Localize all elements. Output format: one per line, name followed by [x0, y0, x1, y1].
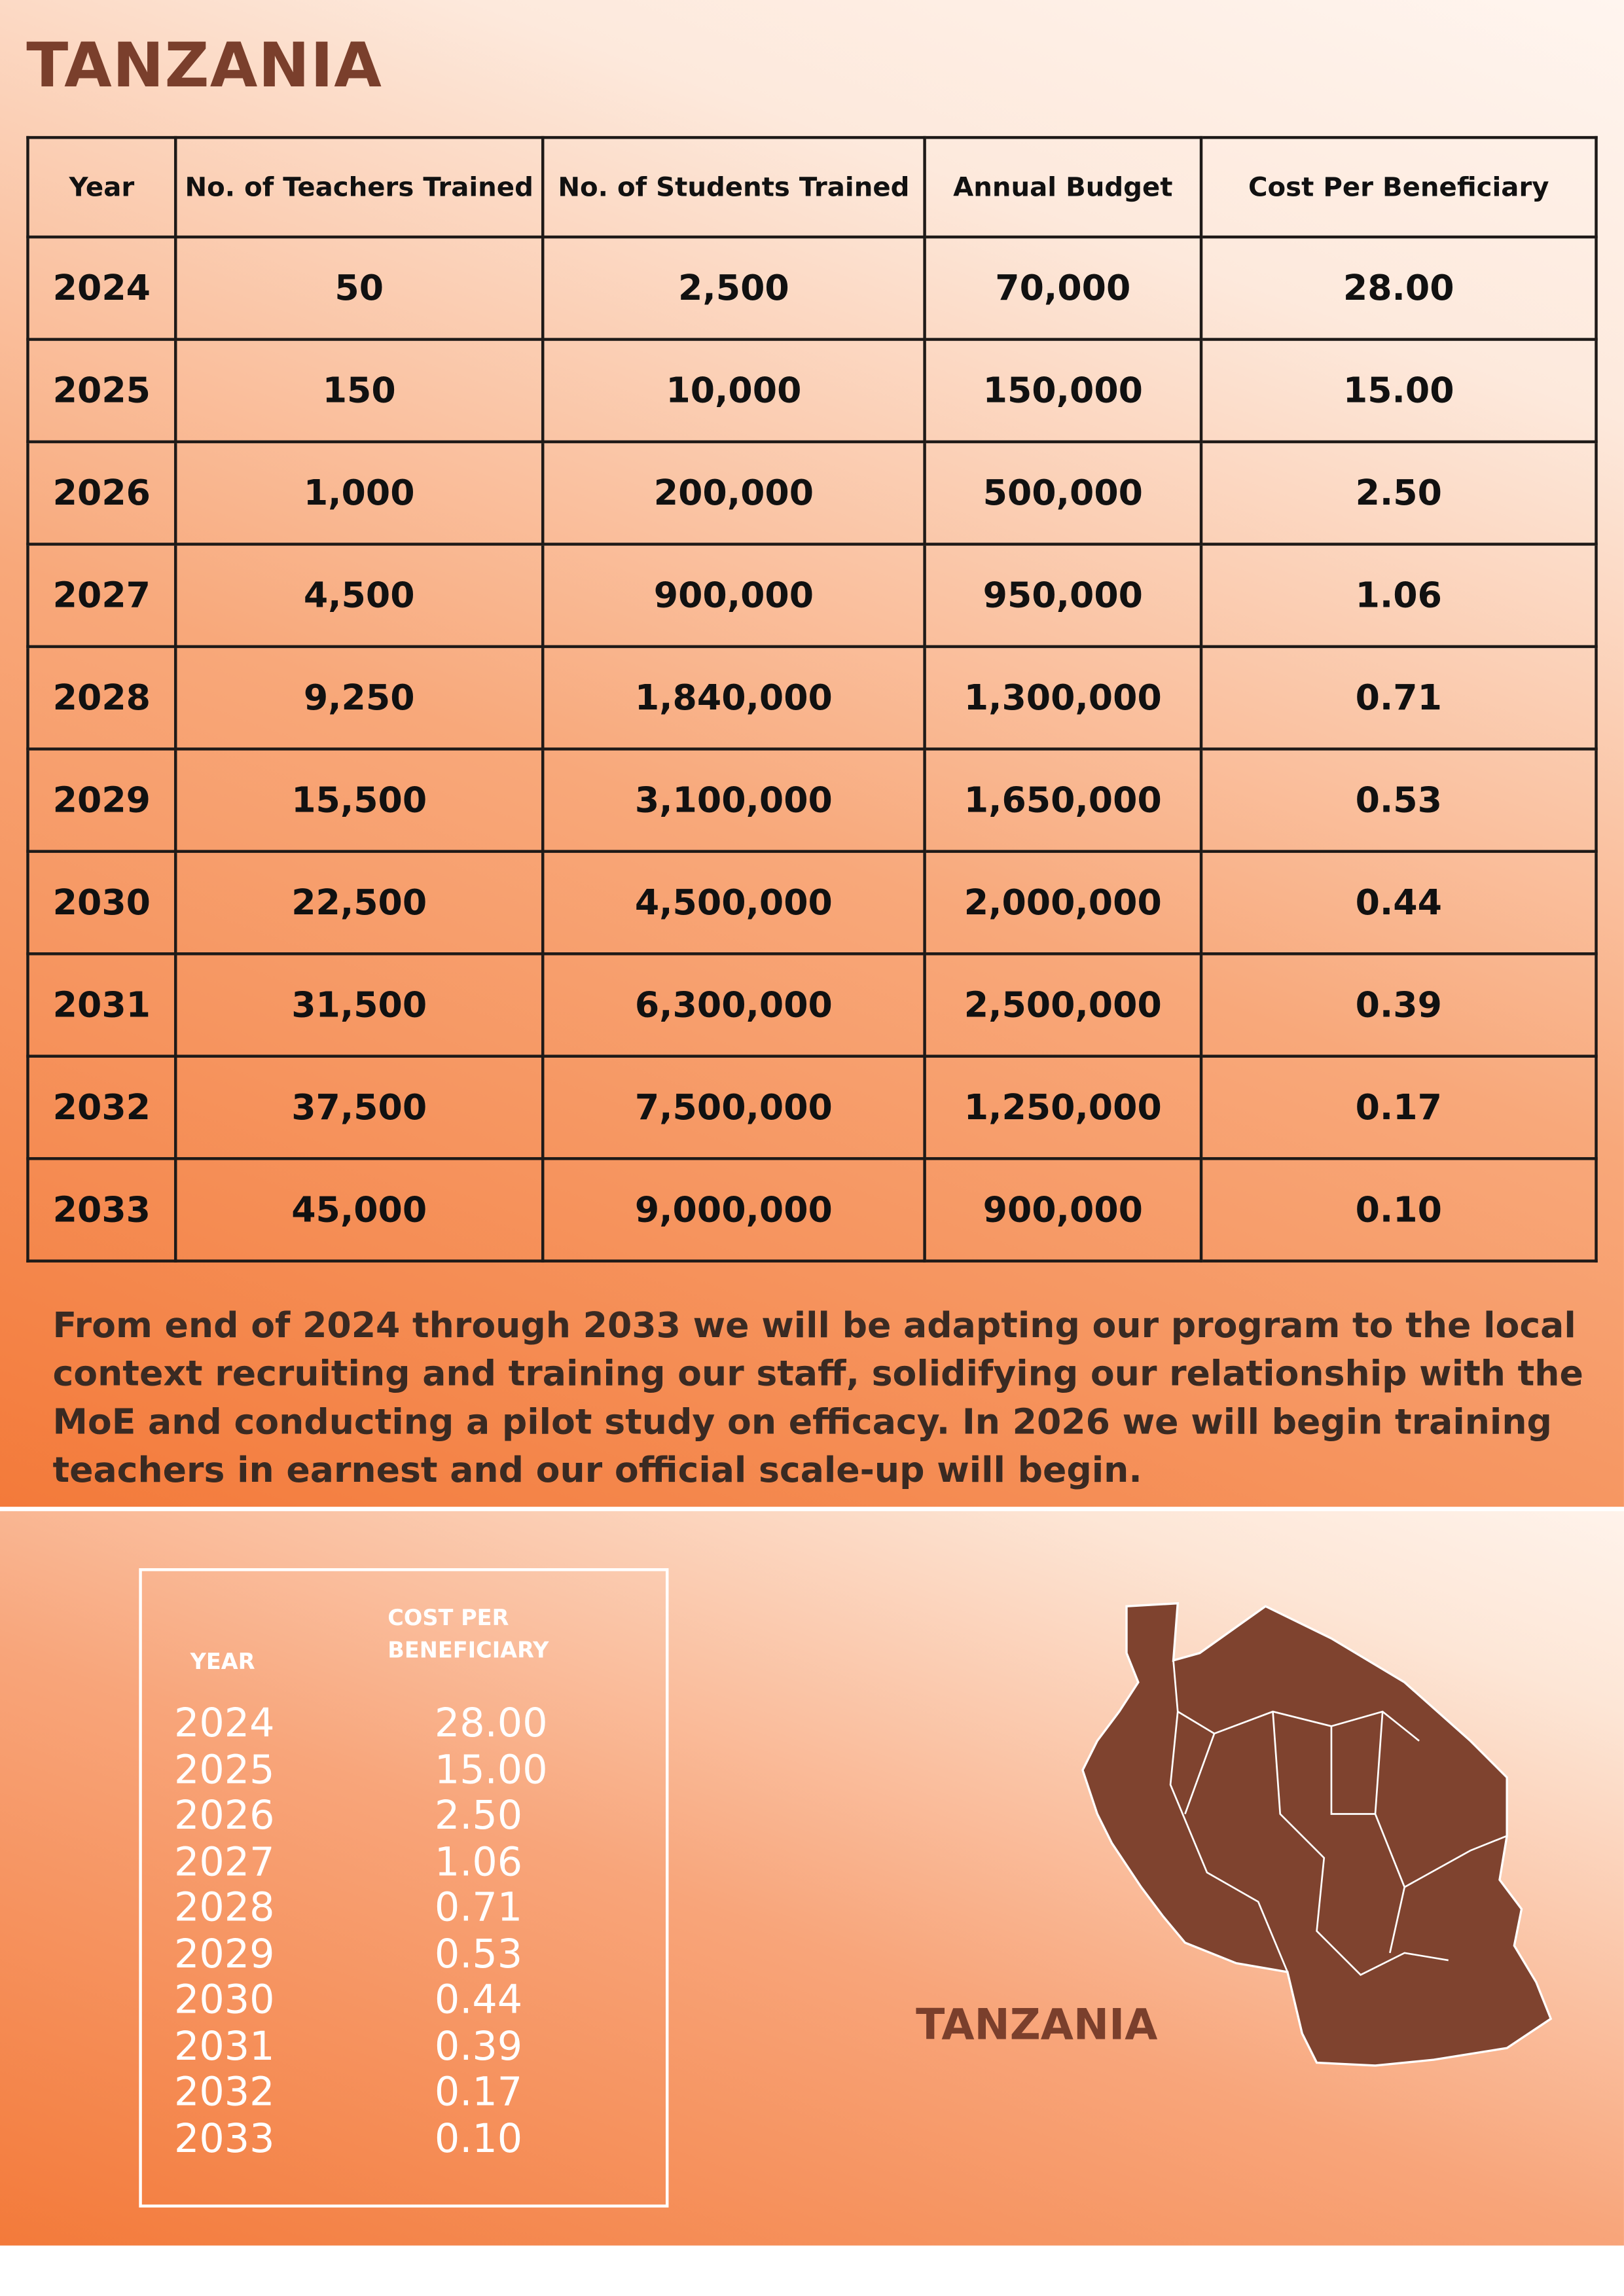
table-cell: 1,250,000	[923, 1054, 1203, 1160]
summary-box	[139, 1568, 669, 2208]
summary-cost: 0.53	[434, 1931, 523, 1977]
table-cell: 15.00	[1199, 338, 1598, 444]
table-cell: 4,500	[173, 543, 545, 649]
table-row: 2026 1,000 200,000 500,000 2.50	[26, 440, 1598, 546]
table-cell: 4,500,000	[541, 850, 926, 956]
table-cell: 2,500	[541, 235, 926, 341]
table-row: 2025 150 10,000 150,000 15.00	[26, 338, 1598, 444]
table-cell: 9,250	[173, 645, 545, 751]
table-row: 2027 4,500 900,000 950,000 1.06	[26, 543, 1598, 649]
summary-cost: 2.50	[434, 1793, 523, 1839]
table-cell: 6,300,000	[541, 952, 926, 1058]
summary-year: 2031	[173, 2024, 275, 2070]
table-row: 2024 50 2,500 70,000 28.00	[26, 235, 1598, 341]
summary-year: 2025	[173, 1747, 275, 1793]
table-cell: 150	[173, 338, 545, 444]
column-header: No. of Teachers Trained	[173, 135, 545, 239]
table-row: 2029 15,500 3,100,000 1,650,000 0.53	[26, 747, 1598, 853]
table-cell: 2029	[26, 747, 177, 853]
table-body: 2024 50 2,500 70,000 28.00 2025 150 10,000 150,0…	[26, 235, 1598, 1263]
summary-cost: 0.44	[434, 1977, 523, 2024]
map-shape	[1081, 1602, 1553, 2067]
summary-cost-header: COST PER BENEFICIARY	[388, 1604, 549, 1664]
title: TANZANIA	[26, 29, 383, 101]
table-cell: 45,000	[173, 1157, 545, 1263]
table-cell: 0.53	[1199, 747, 1598, 853]
summary-cost: 0.71	[434, 1886, 523, 1931]
column-header: Annual Budget	[923, 135, 1203, 239]
paragraph: From end of 2024 through 2033 we will be…	[52, 1304, 1583, 1491]
table-cell: 15,500	[173, 747, 545, 853]
summary-year: 2033	[173, 2116, 275, 2162]
summary-year-header: YEAR	[190, 1648, 255, 1676]
table-row: 2031 31,500 6,300,000 2,500,000 0.39	[26, 952, 1598, 1058]
table-cell: 70,000	[923, 235, 1203, 341]
summary-year: 2030	[173, 1977, 275, 2024]
table-cell: 900,000	[541, 543, 926, 649]
table-cell: 2,000,000	[923, 850, 1203, 956]
column-header: Cost Per Beneficiary	[1199, 135, 1598, 239]
table-cell: 9,000,000	[541, 1157, 926, 1263]
table-cell: 150,000	[923, 338, 1203, 444]
table-cell: 0.17	[1199, 1054, 1598, 1160]
table-cell: 22,500	[173, 850, 545, 956]
summary-cost: 28.00	[434, 1701, 548, 1747]
table-cell: 2033	[26, 1157, 177, 1263]
table-cell: 1,300,000	[923, 645, 1203, 751]
table-cell: 0.71	[1199, 645, 1598, 751]
summary-cost: 0.39	[434, 2024, 523, 2070]
table-row: 2032 37,500 7,500,000 1,250,000 0.17	[26, 1054, 1598, 1160]
table-row: 2030 22,500 4,500,000 2,000,000 0.44	[26, 850, 1598, 956]
table-cell: 900,000	[923, 1157, 1203, 1263]
summary-year: 2028	[173, 1886, 275, 1931]
summary-year: 2032	[173, 2070, 275, 2115]
table-cell: 1,650,000	[923, 747, 1203, 853]
summary-cost: 15.00	[434, 1747, 548, 1793]
table-cell: 1.06	[1199, 543, 1598, 649]
table-cell: 2,500,000	[923, 952, 1203, 1058]
table-cell: 50	[173, 235, 545, 341]
map	[1081, 1602, 1553, 2067]
table-cell: 10,000	[541, 338, 926, 444]
map-borders	[1169, 1660, 1507, 1977]
column-header: Year	[26, 135, 177, 239]
table-row: 2033 45,000 9,000,000 900,000 0.10	[26, 1157, 1598, 1263]
data-table: Year No. of Teachers Trained No. of Studen…	[26, 135, 1598, 1263]
table-cell: 7,500,000	[541, 1054, 926, 1160]
summary-year: 2026	[173, 1793, 275, 1839]
table-cell: 2024	[26, 235, 177, 341]
header-row: Year No. of Teachers Trained No. of Studen…	[26, 135, 1598, 239]
table-cell: 31,500	[173, 952, 545, 1058]
table-cell: 2028	[26, 645, 177, 751]
table-cell: 2.50	[1199, 440, 1598, 546]
table-cell: 2030	[26, 850, 177, 956]
column-header: No. of Students Trained	[541, 135, 926, 239]
table-cell: 28.00	[1199, 235, 1598, 341]
summary-cost: 1.06	[434, 1839, 523, 1885]
summary-year: 2027	[173, 1839, 275, 1885]
table-row: 2028 9,250 1,840,000 1,300,000 0.71	[26, 645, 1598, 751]
summary-cost: 0.17	[434, 2070, 523, 2115]
map-label: TANZANIA	[916, 2000, 1158, 2050]
table-cell: 950,000	[923, 543, 1203, 649]
table-cell: 0.44	[1199, 850, 1598, 956]
table-cell: 1,840,000	[541, 645, 926, 751]
table-cell: 2032	[26, 1054, 177, 1160]
table-cell: 37,500	[173, 1054, 545, 1160]
summary-year: 2024	[173, 1701, 275, 1747]
table-cell: 3,100,000	[541, 747, 926, 853]
table-cell: 2025	[26, 338, 177, 444]
table-cell: 0.39	[1199, 952, 1598, 1058]
summary-cost: 0.10	[434, 2116, 523, 2162]
table-cell: 200,000	[541, 440, 926, 546]
table-cell: 2026	[26, 440, 177, 546]
summary-year: 2029	[173, 1931, 275, 1977]
table-cell: 1,000	[173, 440, 545, 546]
table-cell: 0.10	[1199, 1157, 1598, 1263]
table-cell: 2027	[26, 543, 177, 649]
table-cell: 500,000	[923, 440, 1203, 546]
table-cell: 2031	[26, 952, 177, 1058]
